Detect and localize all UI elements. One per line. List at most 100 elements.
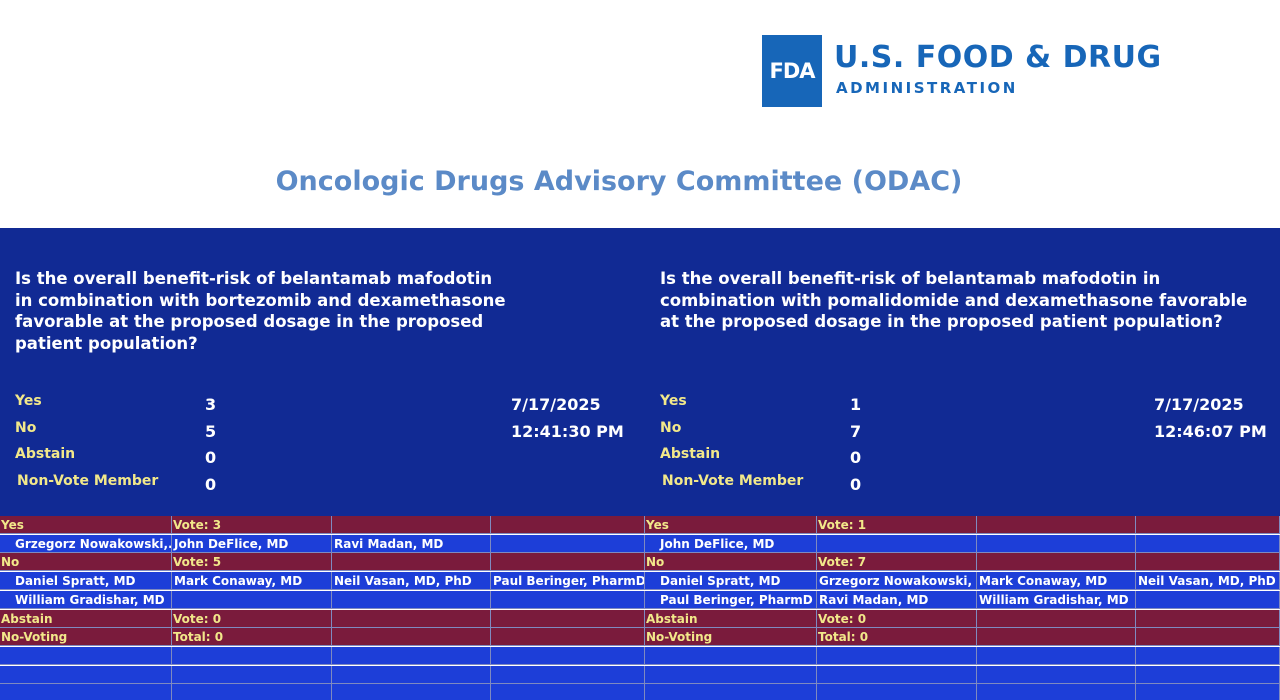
group-cell: [1136, 516, 1280, 534]
member-cell: [1136, 534, 1280, 553]
fda-logo: FDA: [762, 35, 822, 107]
member-name: Daniel Spratt, MD: [645, 572, 817, 591]
group-vote: Vote: 7: [817, 553, 977, 572]
group-cell: [332, 516, 491, 534]
tally-label: No: [660, 419, 682, 436]
empty-cell: [977, 684, 1136, 700]
member-cell: [491, 534, 645, 553]
group-cell: [332, 628, 491, 647]
group-cell: [977, 628, 1136, 647]
tally-count: 0: [850, 474, 862, 494]
member-name: Ravi Madan, MD: [817, 590, 977, 609]
member-cell: [172, 590, 332, 609]
group-cell: [977, 609, 1136, 628]
group-label: No: [645, 553, 817, 572]
empty-cell: [491, 646, 645, 665]
tally-count: 0: [205, 448, 217, 467]
group-label: No: [0, 553, 172, 572]
group-cell: [977, 553, 1136, 572]
empty-cell: [645, 684, 817, 700]
member-name: Neil Vasan, MD, PhD: [1136, 572, 1280, 591]
group-vote: Vote: 5: [172, 553, 332, 572]
member-name: Ravi Madan, MD: [332, 534, 491, 553]
empty-cell: [332, 646, 491, 665]
group-label: Yes: [645, 516, 817, 534]
group-vote: Vote: 3: [172, 516, 332, 534]
empty-cell: [491, 684, 645, 700]
agency-name: U.S. FOOD & DRUG: [834, 40, 1162, 75]
group-label: No-Voting: [0, 628, 172, 647]
empty-cell: [491, 665, 645, 684]
empty-cell: [332, 684, 491, 700]
group-cell: [1136, 628, 1280, 647]
group-label: Yes: [0, 516, 172, 534]
member-name: John DeFlice, MD: [645, 534, 817, 553]
member-cell: [491, 590, 645, 609]
tally-count: 7: [850, 421, 862, 441]
empty-cell: [1136, 684, 1280, 700]
empty-cell: [817, 684, 977, 700]
member-name: William Gradishar, MD: [0, 590, 172, 609]
member-name: John DeFlice, MD: [172, 534, 332, 553]
member-name: Paul Beringer, PharmD: [645, 590, 817, 609]
tally-count: 1: [850, 395, 862, 414]
empty-cell: [645, 646, 817, 665]
member-name: Mark Conaway, MD: [977, 572, 1136, 591]
group-cell: [491, 553, 645, 572]
empty-cell: [1136, 646, 1280, 665]
group-cell: [491, 628, 645, 647]
empty-cell: [817, 665, 977, 684]
member-name: Paul Beringer, PharmD: [491, 572, 645, 591]
member-name: Mark Conaway, MD: [172, 572, 332, 591]
vote-date: 7/17/2025: [1154, 395, 1244, 414]
empty-cell: [0, 684, 172, 700]
tally-count: 5: [205, 421, 217, 441]
group-label: Abstain: [0, 609, 172, 628]
group-cell: [491, 516, 645, 534]
vote-panel: [0, 228, 1280, 516]
committee-title: Oncologic Drugs Advisory Committee (ODAC…: [275, 166, 963, 197]
group-cell: [332, 553, 491, 572]
group-vote: Total: 0: [817, 628, 977, 647]
group-vote: Total: 0: [172, 628, 332, 647]
member-cell: [977, 534, 1136, 553]
empty-cell: [645, 665, 817, 684]
vote-time: 12:46:07 PM: [1154, 422, 1267, 441]
group-cell: [1136, 609, 1280, 628]
empty-cell: [817, 646, 977, 665]
group-vote: Vote: 0: [172, 609, 332, 628]
member-cell: [1136, 590, 1280, 609]
empty-cell: [977, 665, 1136, 684]
empty-cell: [172, 646, 332, 665]
group-label: No-Voting: [645, 628, 817, 647]
group-vote: Vote: 0: [817, 609, 977, 628]
tally-count: 0: [850, 448, 862, 467]
empty-cell: [172, 684, 332, 700]
question: Is the overall benefit-risk of belantama…: [15, 269, 506, 353]
group-cell: [977, 516, 1136, 534]
tally-label: Non-Vote Member: [662, 472, 804, 489]
member-name: Neil Vasan, MD, PhD: [332, 572, 491, 591]
question: Is the overall benefit-risk of belantama…: [660, 269, 1248, 331]
group-vote: Vote: 1: [817, 516, 977, 534]
vote-time: 12:41:30 PM: [511, 422, 624, 441]
group-cell: [332, 609, 491, 628]
tally-label: Abstain: [660, 446, 721, 462]
tally-count: 0: [205, 474, 217, 494]
member-name: Daniel Spratt, MD: [0, 572, 172, 591]
tally-label: Non-Vote Member: [17, 472, 159, 489]
empty-cell: [0, 665, 172, 684]
vote-date: 7/17/2025: [511, 395, 601, 414]
member-name: Grzegorz Nowakowski,...: [0, 534, 172, 553]
group-cell: [1136, 553, 1280, 572]
empty-cell: [1136, 665, 1280, 684]
empty-cell: [0, 646, 172, 665]
member-cell: [332, 590, 491, 609]
empty-cell: [172, 665, 332, 684]
member-name: William Gradishar, MD: [977, 590, 1136, 609]
empty-cell: [332, 665, 491, 684]
tally-label: Yes: [660, 393, 687, 409]
tally-count: 3: [205, 395, 217, 414]
empty-cell: [977, 646, 1136, 665]
